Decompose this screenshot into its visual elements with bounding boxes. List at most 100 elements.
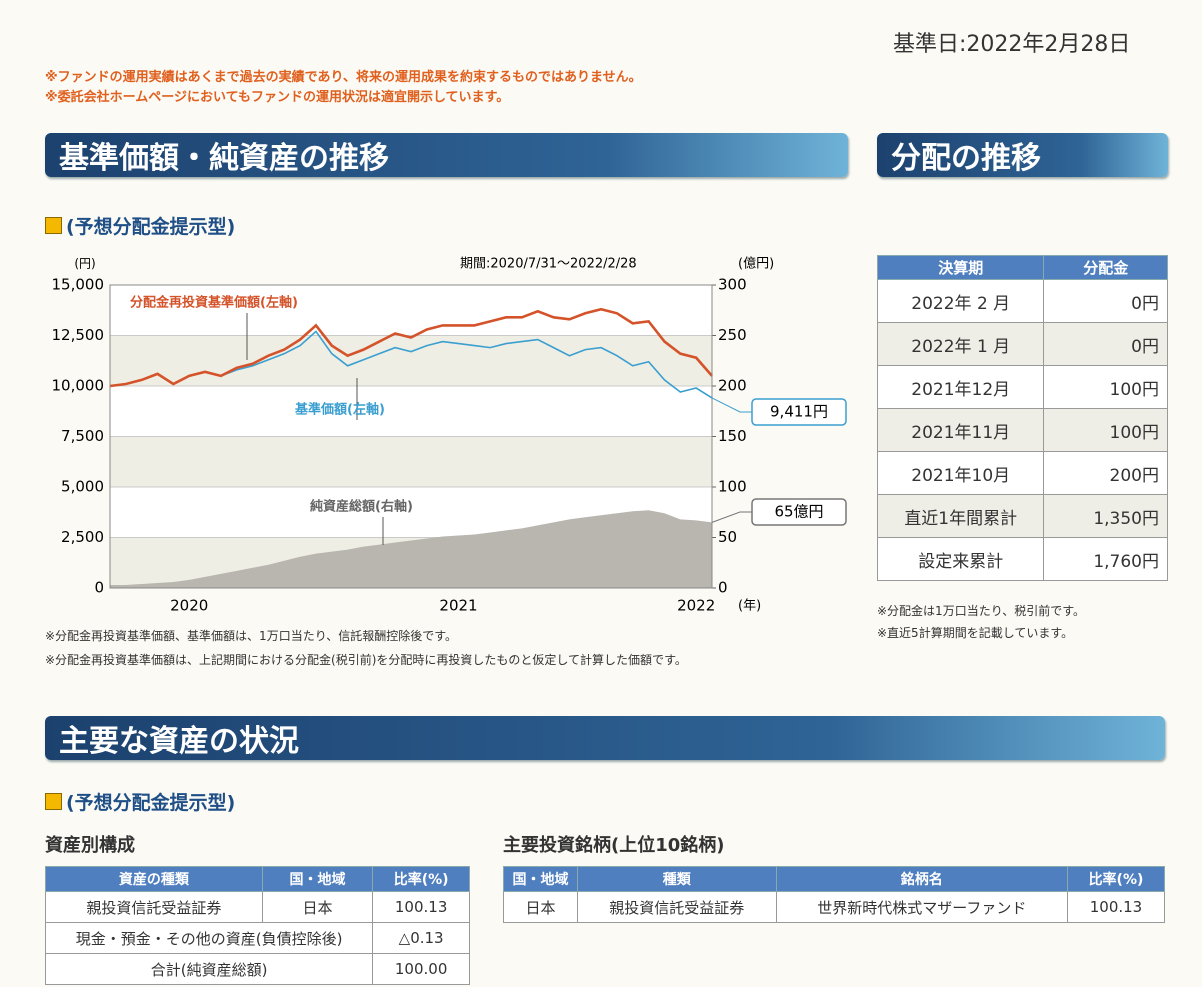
table-cell: 2022年 2 月 [878,280,1044,323]
base-date: 基準日:2022年2月28日 [893,26,1130,58]
callout-label: 9,411円 [770,403,828,421]
column-header: 分配金 [1044,256,1168,280]
table-cell: 200円 [1044,452,1168,495]
column-header: 種類 [577,867,776,892]
y2-tick-label: 100 [718,478,747,496]
y2-tick-label: 300 [718,276,747,294]
table-cell: 2021年10月 [878,452,1044,495]
y-tick-label: 12,500 [52,326,105,344]
y2-tick-label: 200 [718,377,747,395]
table-cell: 100.00 [373,954,470,985]
table-cell: 現金・預金・その他の資産(負債控除後) [46,923,373,954]
table-cell: 2022年 1 月 [878,323,1044,366]
table-cell: 日本 [262,892,373,923]
chart-note: ※分配金再投資基準価額、基準価額は、1万口当たり、信託報酬控除後です。 [45,627,457,644]
subtitle: (予想分配金提示型) [45,788,235,815]
table-cell: 世界新時代株式マザーファンド [776,892,1067,923]
header-note: ※ファンドの運用実績はあくまで過去の実績であり、将来の運用成果を約束するものでは… [45,66,642,85]
x-tick-label: 2020 [170,597,208,615]
plot-frame [110,285,712,588]
y2-unit: (億円) [738,256,774,272]
distribution-note: ※直近5計算期間を記載しています。 [877,624,1073,641]
table-cell: 2021年12月 [878,366,1044,409]
series-label: 純資産総額(右軸) [310,499,413,515]
series-label: 基準価額(左軸) [294,402,385,418]
y-tick-label: 15,000 [52,276,105,294]
column-header: 比率(%) [1067,867,1164,892]
y-tick-label: 2,500 [61,528,104,546]
table-cell: 設定来累計 [878,538,1044,581]
table-row: 現金・預金・その他の資産(負債控除後)△0.13 [46,923,470,954]
table-cell: 0円 [1044,280,1168,323]
callout-label: 65億円 [774,503,823,521]
table-cell: 親投資信託受益証券 [46,892,263,923]
line [110,309,712,386]
callout-box [752,399,846,425]
table-cell: 直近1年間累計 [878,495,1044,538]
table-row: 合計(純資産総額)100.00 [46,954,470,985]
callout-box [752,499,846,525]
table-cell: 2021年11月 [878,409,1044,452]
table-title: 主要投資銘柄(上位10銘柄) [503,831,725,857]
distribution-note: ※分配金は1万口当たり、税引前です。 [877,602,1085,619]
callout-line [712,398,752,412]
grid-band [110,538,712,589]
column-header: 国・地域 [504,867,578,892]
table-title: 資産別構成 [45,831,135,857]
column-header: 国・地域 [262,867,373,892]
y-tick-label: 10,000 [52,377,105,395]
x-unit: (年) [738,599,761,614]
table-cell: 1,760円 [1044,538,1168,581]
column-header: 決算期 [878,256,1044,280]
section-title: 基準価額・純資産の推移 [45,133,848,177]
column-header: 比率(%) [373,867,470,892]
y-tick-label: 5,000 [61,478,104,496]
table-cell: 100円 [1044,409,1168,452]
y2-tick-label: 250 [718,326,747,344]
y-tick-label: 7,500 [61,427,104,445]
y-unit: (円) [74,257,95,271]
plot-area [110,285,712,588]
section-title: 分配の推移 [877,133,1168,177]
y2-tick-label: 0 [718,579,728,597]
table-cell: 100.13 [373,892,470,923]
grid-band [110,336,712,387]
y2-tick-label: 150 [718,427,747,445]
table-cell: 合計(純資産総額) [46,954,373,985]
table-cell: 日本 [504,892,578,923]
table-cell: 0円 [1044,323,1168,366]
grid-band [110,437,712,488]
page: 基準日:2022年2月28日 ※ファンドの運用実績はあくまで過去の実績であり、将… [0,0,1202,987]
x-tick-label: 2021 [439,597,477,615]
line [110,331,712,397]
x-tick-label: 2022 [677,597,715,615]
table-cell: 親投資信託受益証券 [577,892,776,923]
series-label: 分配金再投資基準価額(左軸) [130,295,298,311]
table-cell: 100円 [1044,366,1168,409]
subtitle: (予想分配金提示型) [45,212,235,239]
header-row: 決算期分配金 [878,256,1168,280]
y2-tick-label: 50 [718,528,737,546]
period: 期間:2020/7/31～2022/2/28 [460,257,637,272]
area [110,510,712,588]
table-cell: 100.13 [1067,892,1164,923]
column-header: 資産の種類 [46,867,263,892]
chart-note: ※分配金再投資基準価額は、上記期間における分配金(税引前)を分配時に再投資したも… [45,649,825,671]
section-title: 主要な資産の状況 [45,716,1165,760]
table-cell: △0.13 [373,923,470,954]
header-row: 国・地域種類銘柄名比率(%) [504,867,1165,892]
column-header: 銘柄名 [776,867,1067,892]
header-note: ※委託会社ホームページにおいてもファンドの運用状況は適宜開示しています。 [45,86,509,105]
